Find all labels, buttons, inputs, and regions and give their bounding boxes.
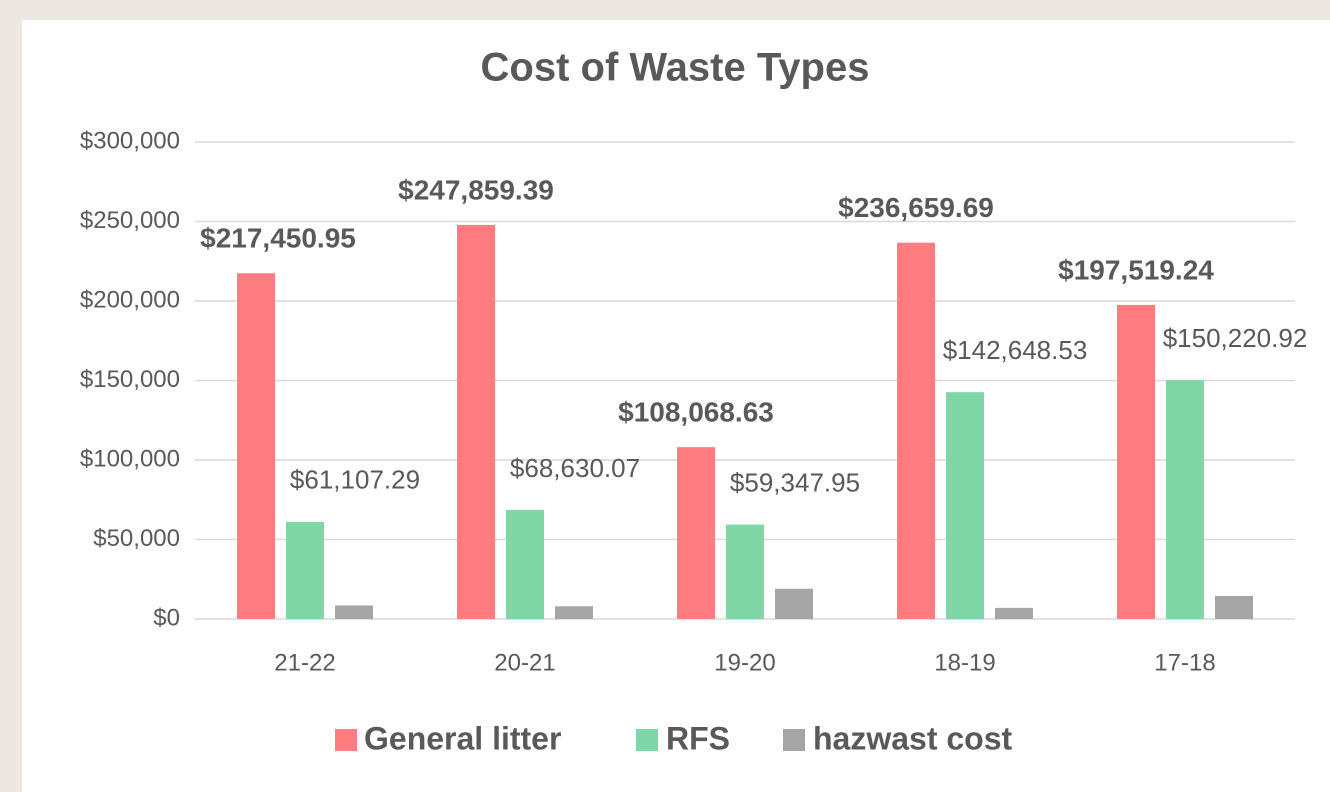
legend-label: hazwast cost bbox=[813, 720, 1013, 756]
data-label: $61,107.29 bbox=[290, 465, 420, 495]
x-tick-label: 20-21 bbox=[494, 649, 555, 676]
bar bbox=[946, 392, 984, 619]
bar bbox=[897, 242, 935, 619]
y-tick-label: $300,000 bbox=[80, 127, 180, 154]
bar bbox=[555, 606, 593, 619]
bar bbox=[237, 273, 275, 619]
legend-label: General litter bbox=[364, 720, 561, 756]
data-label: $142,648.53 bbox=[943, 335, 1088, 365]
x-tick-label: 18-19 bbox=[934, 649, 995, 676]
bar bbox=[457, 224, 495, 619]
bar bbox=[1166, 380, 1204, 619]
bar bbox=[677, 447, 715, 619]
y-tick-label: $200,000 bbox=[80, 286, 180, 313]
data-label: $108,068.63 bbox=[618, 397, 774, 428]
legend-swatch bbox=[783, 729, 805, 751]
bar bbox=[335, 605, 373, 619]
data-label: $197,519.24 bbox=[1058, 254, 1214, 285]
y-tick-label: $250,000 bbox=[80, 207, 180, 234]
data-label: $247,859.39 bbox=[398, 174, 554, 205]
legend-swatch bbox=[636, 729, 658, 751]
chart-title: Cost of Waste Types bbox=[481, 46, 870, 90]
legend-label: RFS bbox=[666, 720, 730, 756]
bar bbox=[1117, 304, 1155, 619]
x-tick-label: 21-22 bbox=[274, 649, 335, 676]
bar bbox=[775, 588, 813, 619]
y-tick-label: $100,000 bbox=[80, 445, 180, 472]
legend-swatch bbox=[335, 729, 357, 751]
y-tick-label: $150,000 bbox=[80, 366, 180, 393]
bar bbox=[726, 524, 764, 619]
bar bbox=[995, 607, 1033, 619]
x-tick-label: 17-18 bbox=[1154, 649, 1215, 676]
bar bbox=[1215, 595, 1253, 619]
y-tick-label: $50,000 bbox=[93, 525, 180, 552]
data-label: $59,347.95 bbox=[730, 468, 860, 498]
data-label: $150,220.92 bbox=[1163, 323, 1308, 353]
bar bbox=[506, 509, 544, 619]
data-label: $68,630.07 bbox=[510, 453, 640, 483]
x-tick-label: 19-20 bbox=[714, 649, 775, 676]
data-label: $236,659.69 bbox=[838, 192, 994, 223]
data-label: $217,450.95 bbox=[200, 223, 356, 254]
y-tick-label: $0 bbox=[153, 604, 180, 631]
bar bbox=[286, 521, 324, 619]
